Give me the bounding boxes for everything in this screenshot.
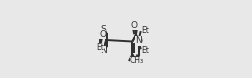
Text: S: S bbox=[100, 25, 106, 34]
Text: Et: Et bbox=[96, 43, 104, 52]
Text: Et: Et bbox=[142, 26, 149, 35]
Text: O: O bbox=[136, 37, 143, 46]
Text: N: N bbox=[135, 36, 142, 45]
Text: N: N bbox=[100, 46, 106, 55]
Text: O: O bbox=[99, 30, 106, 39]
Text: Et: Et bbox=[142, 46, 149, 55]
Text: CH₃: CH₃ bbox=[130, 56, 144, 66]
Text: O: O bbox=[131, 22, 138, 30]
